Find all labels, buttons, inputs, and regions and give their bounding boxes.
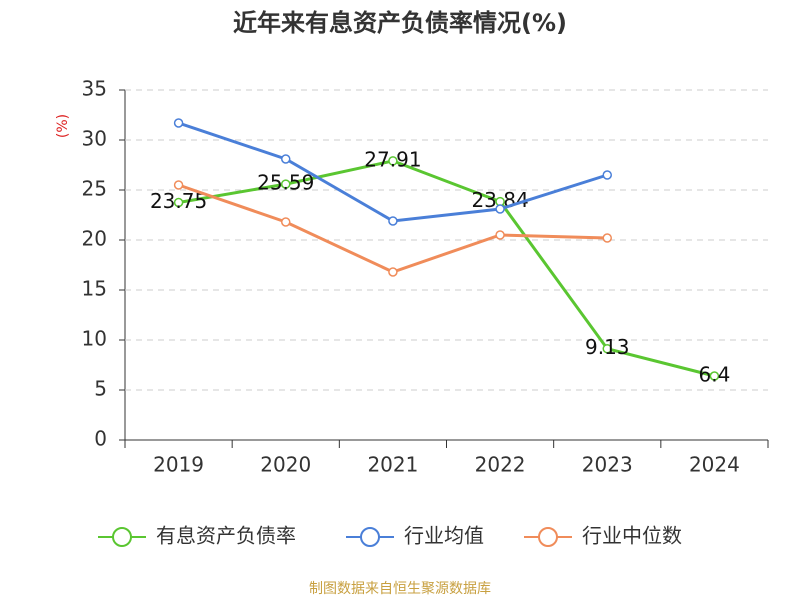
point bbox=[281, 154, 291, 164]
legend-marker bbox=[112, 527, 132, 547]
data-label: 25.59 bbox=[257, 171, 314, 195]
y-tick-label: 5 bbox=[94, 377, 107, 401]
point bbox=[709, 371, 720, 381]
point bbox=[281, 217, 291, 227]
point bbox=[173, 180, 184, 190]
point bbox=[495, 230, 505, 240]
y-tick-label: 30 bbox=[82, 127, 107, 151]
x-tick-label: 2020 bbox=[260, 453, 311, 477]
point bbox=[281, 179, 291, 189]
legend-label: 行业均值 bbox=[404, 524, 484, 548]
point bbox=[602, 233, 612, 243]
point bbox=[388, 267, 398, 277]
chart-title: 近年来有息资产负债率情况(%) bbox=[233, 9, 567, 37]
legend-marker bbox=[538, 527, 558, 547]
point bbox=[602, 170, 612, 180]
point bbox=[602, 343, 612, 354]
point bbox=[388, 156, 398, 166]
data-label: 27.91 bbox=[364, 147, 421, 171]
y-tick-label: 15 bbox=[82, 277, 107, 301]
point bbox=[173, 197, 184, 208]
legend-label: 行业中位数 bbox=[582, 524, 682, 548]
data-label: 6.4 bbox=[699, 363, 731, 387]
source-note: 制图数据来自恒生聚源数据库 bbox=[309, 581, 491, 597]
y-tick-label: 20 bbox=[82, 227, 107, 251]
y-tick-label: 0 bbox=[94, 427, 107, 451]
y-tick-label: 10 bbox=[82, 327, 107, 351]
data-label: 9.13 bbox=[585, 335, 630, 359]
x-tick-label: 2024 bbox=[689, 453, 740, 477]
x-tick-label: 2023 bbox=[582, 453, 633, 477]
y-axis-label: (%) bbox=[55, 114, 71, 138]
point bbox=[388, 216, 398, 226]
legend-marker bbox=[360, 527, 380, 547]
y-tick-label: 25 bbox=[82, 177, 107, 201]
series-line bbox=[178, 159, 715, 378]
legend-label: 有息资产负债率 bbox=[156, 524, 296, 548]
point bbox=[495, 204, 505, 214]
x-tick-label: 2019 bbox=[153, 453, 204, 477]
x-tick-label: 2022 bbox=[475, 453, 526, 477]
point bbox=[173, 118, 184, 128]
y-tick-label: 35 bbox=[82, 77, 107, 101]
x-tick-label: 2021 bbox=[367, 453, 418, 477]
